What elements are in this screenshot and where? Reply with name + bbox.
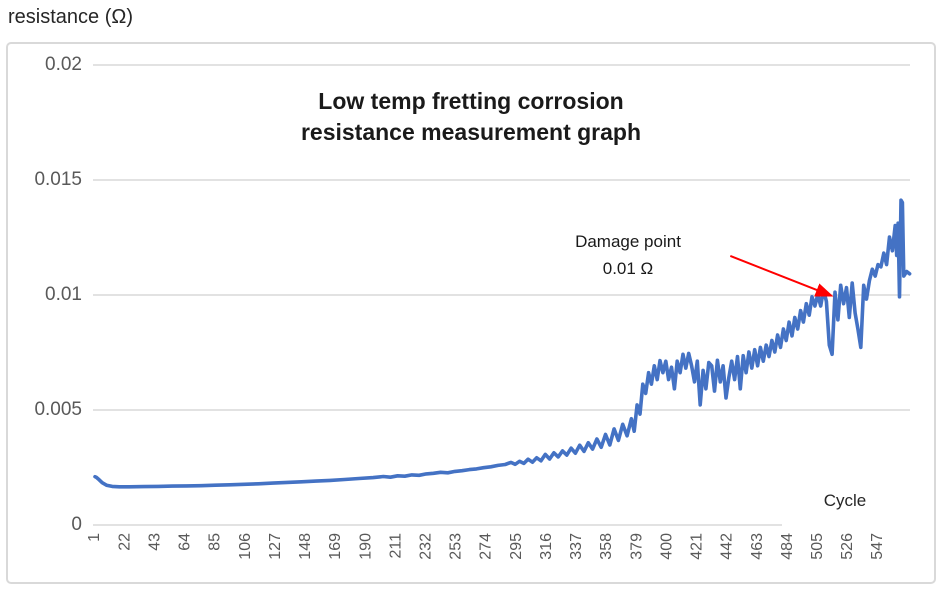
x-tick-label: 190 [357,533,374,560]
x-tick-label: 211 [387,533,404,559]
y-axis-tick-labels: 0 0.005 0.01 0.015 0.02 [34,54,82,535]
x-tick-label: 169 [327,533,344,560]
x-tick-label: 274 [478,533,495,560]
x-tick-label: 505 [809,533,826,560]
x-tick-label: 400 [658,533,675,560]
chart-title: Low temp fretting corrosion resistance m… [300,88,642,146]
series-line [93,198,912,489]
x-tick-label: 253 [448,533,465,560]
y-tick-label: 0.015 [34,169,82,190]
x-tick-label: 358 [598,533,615,560]
damage-point-arrow [729,254,834,297]
x-tick-label: 85 [207,533,224,551]
damage-point-annotation: Damage point 0.01 Ω [575,232,681,279]
y-tick-label: 0 [71,514,82,535]
x-tick-label: 547 [869,533,886,560]
y-tick-label: 0.005 [34,399,82,420]
x-axis-title: Cycle [823,491,867,510]
x-tick-label: 148 [297,533,314,560]
chart-frame [6,42,936,584]
x-tick-label: 442 [719,533,736,560]
x-tick-label: 64 [177,533,194,551]
x-tick-label: 106 [237,533,254,560]
x-tick-label: 127 [267,533,284,560]
x-tick-label: 379 [628,533,645,560]
x-tick-label: 1 [86,533,103,542]
x-tick-label: 421 [689,533,706,560]
x-tick-label: 232 [417,533,434,560]
x-tick-label: 43 [146,533,163,551]
x-tick-label: 316 [538,533,555,560]
x-tick-label: 526 [839,533,856,560]
x-tick-label: 337 [568,533,585,560]
arrow-line [729,254,834,297]
resistance-line-series [93,198,912,489]
y-axis-title: resistance (Ω) [8,6,133,28]
y-tick-label: 0.01 [45,284,82,305]
y-tick-label: 0.02 [45,54,82,75]
x-tick-label: 463 [749,533,766,560]
x-tick-label: 295 [508,533,525,560]
gridlines [93,64,910,526]
x-axis-tick-labels: 1 22 43 64 85 106 127 148 169 190 211 232 253 274 295 3… [86,533,886,560]
x-tick-label: 484 [779,533,796,560]
x-tick-label: 22 [116,533,133,551]
